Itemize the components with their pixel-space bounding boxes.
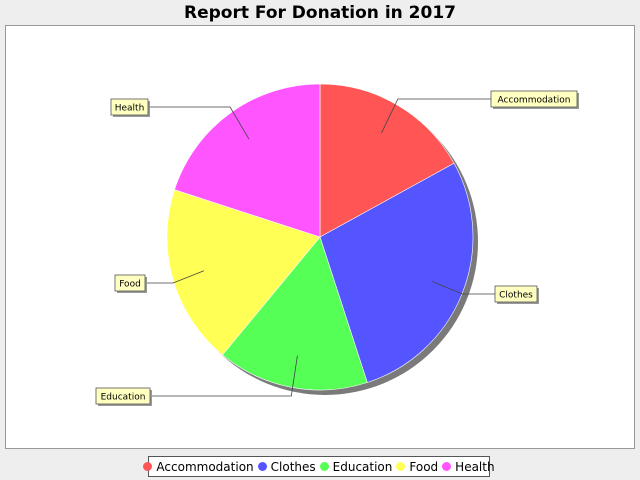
legend-label-health: Health [455,459,495,474]
slice-label-food: Food [119,280,141,290]
leader-line-accommodation [381,98,491,134]
pie-slice-clothes[interactable] [319,162,474,383]
pie-slice-accommodation[interactable] [319,83,455,238]
legend-swatch-education [319,462,329,471]
legend-item-accommodation: Accommodation [143,459,254,474]
label-box-accommodation [490,90,578,108]
slice-label-accommodation: Accommodation [498,96,571,106]
leader-line-education [150,355,298,397]
slice-label-clothes: Clothes [499,291,533,301]
legend-swatch-clothes [257,462,267,471]
legend-label-education: Education [332,459,393,474]
legend-item-health: Health [442,459,495,474]
leader-line-health [148,106,250,140]
legend-swatch-health [442,462,452,471]
slice-label-health: Health [115,104,145,114]
label-box-clothes [494,285,538,303]
legend-item-clothes: Clothes [257,459,316,474]
pie-slice-health[interactable] [174,83,321,238]
leader-line-food [145,270,205,284]
leader-line-clothes [432,281,495,295]
pie-slice-food[interactable] [166,189,321,356]
legend-item-food: Food [396,460,438,474]
legend-label-clothes: Clothes [270,459,316,474]
slice-label-education: Education [101,393,146,403]
label-box-health [110,98,149,116]
legend-swatch-food [396,462,406,471]
label-box-food [114,274,146,292]
legend-swatch-accommodation [143,462,153,471]
pie-slice-education[interactable] [222,236,368,391]
legend-label-accommodation: Accommodation [156,459,254,474]
legend-item-education: Education [319,459,393,474]
label-box-education [95,387,151,405]
legend-label-food: Food [409,459,439,474]
slice-labels: Accommodation Clothes Education Food Health [95,90,579,406]
pie-slices [166,83,474,391]
chart-title: Report For Donation in 2017 [184,3,456,23]
legend: Accommodation Clothes Education Food Health [143,456,495,477]
